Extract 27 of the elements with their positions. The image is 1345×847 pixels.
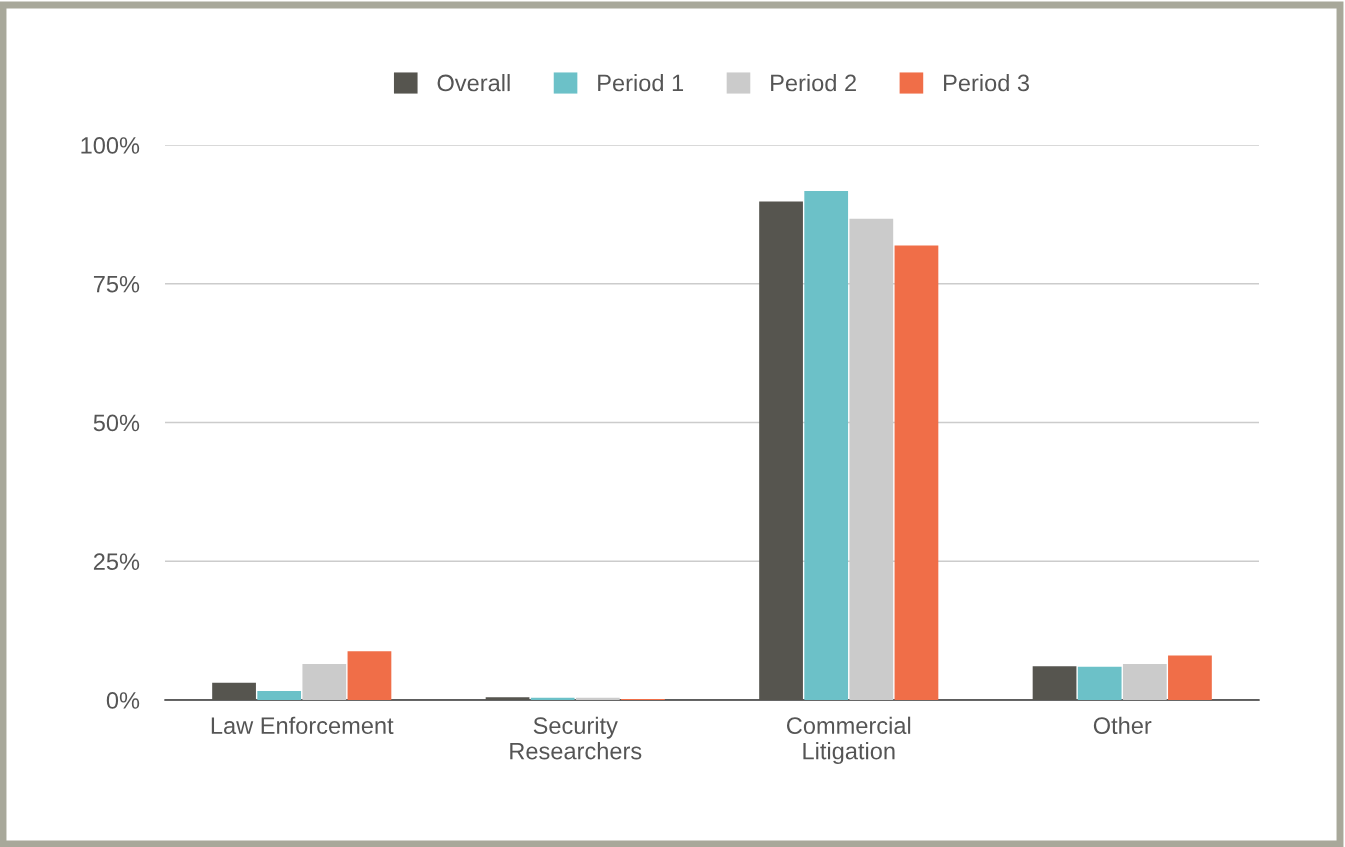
bar bbox=[1077, 666, 1122, 700]
legend-label: Period 2 bbox=[771, 73, 856, 92]
bar bbox=[302, 663, 347, 700]
bar bbox=[212, 682, 256, 700]
bar bbox=[1168, 655, 1212, 700]
bar bbox=[804, 191, 849, 700]
bar bbox=[485, 697, 530, 700]
x-tick-label: Law Enforcement bbox=[211, 716, 394, 735]
bar bbox=[894, 245, 939, 700]
bar bbox=[575, 697, 620, 700]
y-tick-label: 25% bbox=[93, 553, 140, 571]
y-tick-label: 100% bbox=[81, 137, 140, 154]
x-tick-label: Security Researchers bbox=[510, 716, 642, 760]
bar bbox=[257, 691, 302, 700]
x-tick-label: Commercial Litigation bbox=[786, 716, 911, 765]
bar bbox=[530, 697, 575, 700]
legend-label: Period 1 bbox=[598, 73, 684, 92]
bar bbox=[347, 651, 392, 700]
legend-label: Period 3 bbox=[944, 73, 1030, 92]
y-tick-label: 50% bbox=[93, 414, 140, 432]
x-tick-label: Other bbox=[1093, 716, 1152, 735]
bar bbox=[1122, 663, 1167, 700]
y-tick-label: 75% bbox=[93, 275, 140, 293]
bar bbox=[759, 201, 803, 700]
bar bbox=[1032, 666, 1077, 700]
y-tick-label: 0% bbox=[106, 692, 140, 709]
legend-label: Overall bbox=[437, 73, 510, 92]
